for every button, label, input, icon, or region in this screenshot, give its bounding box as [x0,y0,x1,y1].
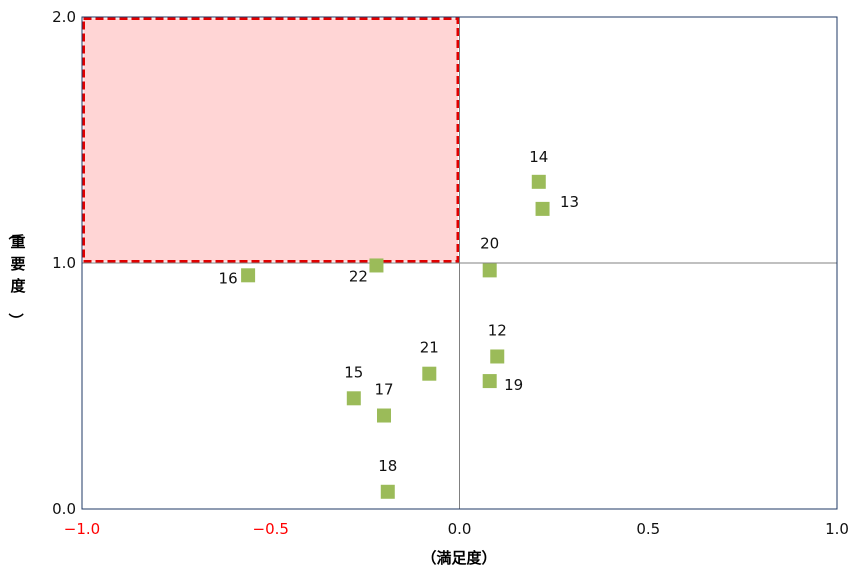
data-point-label: 16 [219,269,238,287]
data-point-marker [482,374,497,389]
data-point-label: 22 [349,267,368,285]
data-points: 14 13 20 16 22 12 21 19 15 17 18 [219,148,579,499]
x-axis-ticks: −1.0 −0.5 0.0 0.5 1.0 [64,520,849,538]
plot-area-border [81,16,838,510]
data-point-marker [377,408,391,423]
data-point-label: 12 [488,321,507,339]
data-point-marker [369,258,384,273]
data-point-label: 15 [344,363,363,381]
x-tick-label: −1.0 [64,520,100,538]
data-point-marker [535,201,550,216]
y-tick-label: 2.0 [52,8,76,26]
data-point-label: 21 [420,339,439,357]
x-axis-title: （満足度） [421,549,496,567]
y-tick-label: 1.0 [52,254,76,272]
data-point-marker [482,263,497,278]
data-point-marker [531,174,546,189]
y-axis-ticks: 0.0 1.0 2.0 [52,8,76,518]
data-point-marker [241,268,256,283]
data-point-label: 20 [480,234,499,252]
highlight-region [82,17,460,263]
data-point-label: 19 [504,376,523,394]
y-tick-label: 0.0 [52,500,76,518]
y-axis-title: （重要度） [6,225,26,328]
data-point-label: 17 [374,381,393,399]
data-point-marker [346,391,361,406]
x-tick-label: 1.0 [825,520,849,538]
data-point-label: 18 [378,457,397,475]
x-tick-label: −0.5 [253,520,289,538]
x-tick-label: 0.5 [636,520,660,538]
x-tick-label: 0.0 [448,520,472,538]
data-point-marker [490,349,505,364]
data-point-label: 14 [529,148,548,166]
data-point-marker [380,484,395,499]
data-point-marker [422,366,437,381]
data-point-label: 13 [560,193,579,211]
